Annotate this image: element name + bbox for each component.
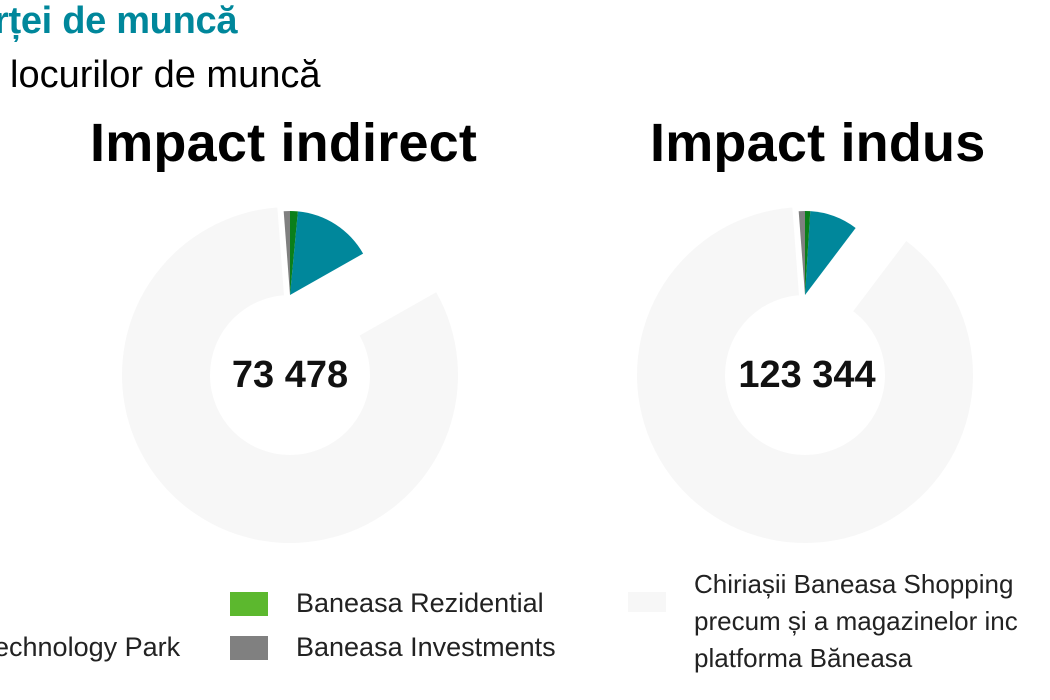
legend-swatch-tenants <box>628 592 666 612</box>
legend-swatch-rezidential <box>230 591 268 616</box>
pie-slice-indirect-baneasa-rezidential <box>290 211 298 295</box>
total-label-indus: 123 344 <box>738 354 876 396</box>
legend-label-investments: Baneasa Investments <box>296 632 556 662</box>
legend-item-rezidential: Baneasa Rezidential <box>230 588 544 619</box>
legend-swatch-investments <box>230 635 268 660</box>
pie-slice-indus-technology-park <box>805 211 856 295</box>
note-line: Chiriașii Baneasa Shopping <box>694 569 1014 599</box>
pie-slice-indus-baneasa-investments <box>798 211 805 295</box>
legend-label-technology-park: echnology Park <box>0 632 181 662</box>
total-label-indirect: 73 478 <box>231 354 349 396</box>
page-heading: rței de muncă <box>0 0 238 42</box>
pie-slice-indirect-technology-park <box>290 211 364 295</box>
chart-title-indirect: Impact indirect <box>90 113 478 173</box>
legend-note-tenants: Chiriașii Baneasa Shopping precum și a m… <box>694 566 1018 677</box>
pie-hole-indirect <box>210 295 370 455</box>
legend-label-rezidential: Baneasa Rezidential <box>296 588 544 618</box>
legend-item-technology-park: echnology Park <box>0 632 180 663</box>
pie-slice-indus-baneasa-rezidential <box>805 211 811 295</box>
legend-item-investments: Baneasa Investments <box>230 632 556 663</box>
note-line: precum și a magazinelor inc <box>694 606 1018 636</box>
pie-slice-indirect-baneasa-investments <box>283 211 290 295</box>
pie-hole-indus <box>725 295 885 455</box>
note-line: platforma Băneasa <box>694 643 913 673</box>
page-subheading: locurilor de muncă <box>10 54 321 96</box>
chart-title-indus: Impact indus <box>650 113 986 173</box>
